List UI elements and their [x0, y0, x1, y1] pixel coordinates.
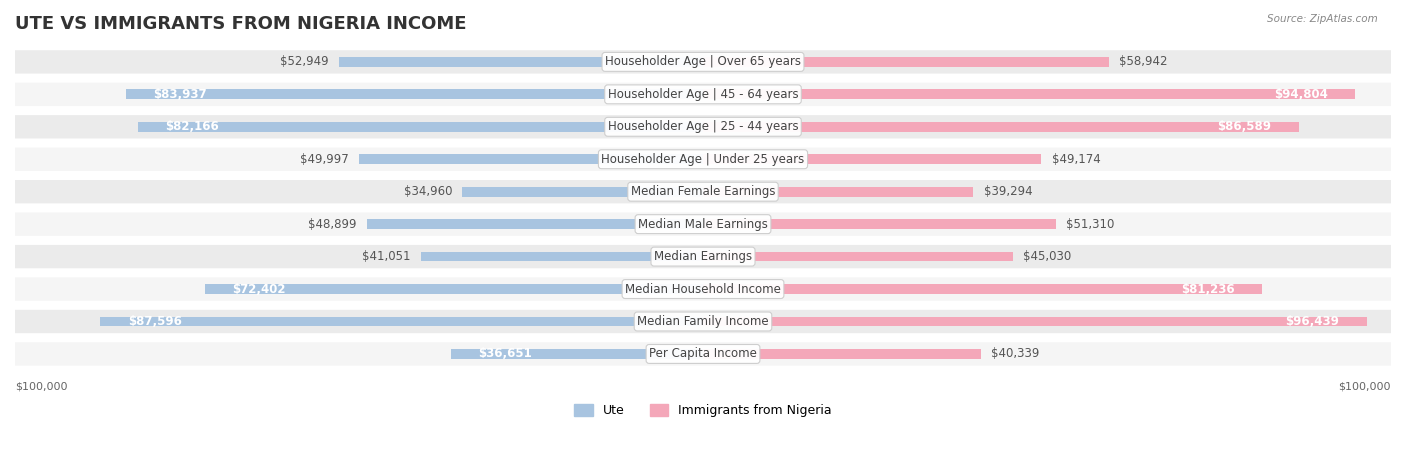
Bar	[339, 57, 703, 67]
Bar	[205, 284, 703, 294]
Text: Median Household Income: Median Household Income	[626, 283, 780, 296]
Text: Median Female Earnings: Median Female Earnings	[631, 185, 775, 198]
Text: Householder Age | 25 - 44 years: Householder Age | 25 - 44 years	[607, 120, 799, 133]
Bar	[703, 90, 1355, 99]
Text: $49,174: $49,174	[1052, 153, 1101, 166]
Text: UTE VS IMMIGRANTS FROM NIGERIA INCOME: UTE VS IMMIGRANTS FROM NIGERIA INCOME	[15, 15, 467, 33]
Text: $87,596: $87,596	[128, 315, 181, 328]
FancyBboxPatch shape	[15, 310, 1391, 333]
Text: $82,166: $82,166	[166, 120, 219, 133]
Bar	[703, 219, 1056, 229]
Text: $34,960: $34,960	[404, 185, 453, 198]
Bar	[703, 155, 1042, 164]
Text: Householder Age | Over 65 years: Householder Age | Over 65 years	[605, 56, 801, 68]
Text: $58,942: $58,942	[1119, 56, 1167, 68]
Text: $81,236: $81,236	[1181, 283, 1234, 296]
FancyBboxPatch shape	[15, 83, 1391, 106]
Text: Median Family Income: Median Family Income	[637, 315, 769, 328]
Bar	[125, 90, 703, 99]
FancyBboxPatch shape	[15, 245, 1391, 268]
Text: Median Earnings: Median Earnings	[654, 250, 752, 263]
Bar	[420, 252, 703, 262]
Bar	[703, 349, 980, 359]
Bar	[703, 57, 1108, 67]
Text: Householder Age | Under 25 years: Householder Age | Under 25 years	[602, 153, 804, 166]
Bar	[703, 187, 973, 197]
Text: Householder Age | 45 - 64 years: Householder Age | 45 - 64 years	[607, 88, 799, 101]
Bar	[100, 317, 703, 326]
FancyBboxPatch shape	[15, 50, 1391, 74]
Bar	[703, 122, 1299, 132]
Text: $86,589: $86,589	[1218, 120, 1271, 133]
Bar	[703, 284, 1263, 294]
Text: $72,402: $72,402	[232, 283, 285, 296]
Text: $100,000: $100,000	[15, 382, 67, 391]
Text: $52,949: $52,949	[280, 56, 329, 68]
Text: $45,030: $45,030	[1024, 250, 1071, 263]
Text: $48,899: $48,899	[308, 218, 356, 231]
Text: $41,051: $41,051	[361, 250, 411, 263]
Bar	[359, 155, 703, 164]
FancyBboxPatch shape	[15, 342, 1391, 366]
Text: $94,804: $94,804	[1274, 88, 1327, 101]
Text: $49,997: $49,997	[299, 153, 349, 166]
Text: Source: ZipAtlas.com: Source: ZipAtlas.com	[1267, 14, 1378, 24]
Bar	[138, 122, 703, 132]
FancyBboxPatch shape	[15, 148, 1391, 171]
Text: Median Male Earnings: Median Male Earnings	[638, 218, 768, 231]
Text: $40,339: $40,339	[991, 347, 1039, 361]
Bar	[451, 349, 703, 359]
Text: $39,294: $39,294	[984, 185, 1032, 198]
Bar	[367, 219, 703, 229]
Bar	[703, 317, 1367, 326]
Text: $100,000: $100,000	[1339, 382, 1391, 391]
FancyBboxPatch shape	[15, 115, 1391, 139]
Text: $36,651: $36,651	[478, 347, 531, 361]
Text: $51,310: $51,310	[1066, 218, 1115, 231]
Text: Per Capita Income: Per Capita Income	[650, 347, 756, 361]
Bar	[463, 187, 703, 197]
FancyBboxPatch shape	[15, 212, 1391, 236]
Legend: Ute, Immigrants from Nigeria: Ute, Immigrants from Nigeria	[569, 399, 837, 422]
Text: $96,439: $96,439	[1285, 315, 1339, 328]
Bar	[703, 252, 1012, 262]
Text: $83,937: $83,937	[153, 88, 207, 101]
FancyBboxPatch shape	[15, 180, 1391, 203]
FancyBboxPatch shape	[15, 277, 1391, 301]
